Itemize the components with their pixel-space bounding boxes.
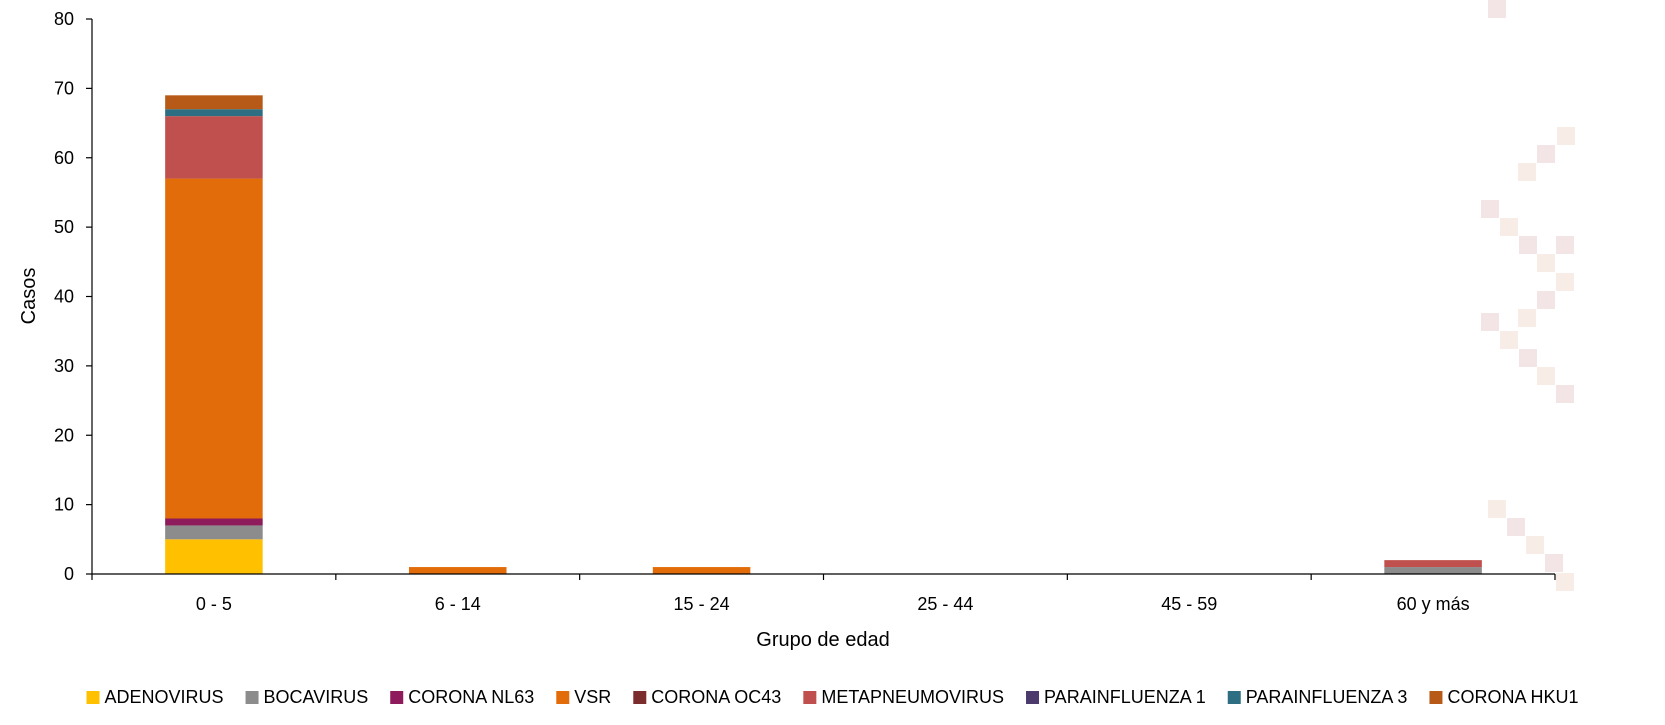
y-axis-title: Casos [18, 268, 40, 325]
background-pattern-cell [1481, 200, 1499, 218]
legend-label: BOCAVIRUS [264, 687, 369, 707]
y-tick-label: 40 [54, 287, 74, 307]
bar-segment [165, 178, 263, 519]
background-pattern-cell [1537, 254, 1555, 272]
background-pattern-cell [1500, 331, 1518, 349]
legend-swatch [633, 691, 647, 704]
legend-swatch [245, 691, 259, 704]
background-decoration [1481, 0, 1575, 591]
legend-label: PARAINFLUENZA 3 [1246, 687, 1408, 707]
legend-item: METAPNEUMOVIRUS [803, 687, 1004, 707]
y-tick-label: 30 [54, 356, 74, 376]
legend-item: PARAINFLUENZA 3 [1227, 687, 1408, 707]
background-pattern-cell [1488, 500, 1506, 518]
legend-label: CORONA OC43 [651, 687, 781, 707]
background-pattern-cell [1537, 367, 1555, 385]
x-ticks: 0 - 5 6 - 14 15 - 24 25 - 44 45 - 59 60 y más [91, 574, 1556, 614]
y-tick-label: 60 [54, 148, 74, 168]
axes-layer [91, 19, 1555, 575]
y-tick-label: 0 [64, 564, 74, 584]
background-pattern-cell [1488, 0, 1506, 18]
bars-layer [165, 95, 1482, 574]
background-pattern-cell [1519, 236, 1537, 254]
legend-item: BOCAVIRUS [245, 687, 369, 707]
background-pattern-cell [1507, 518, 1525, 536]
x-tick-label: 6 - 14 [435, 594, 481, 614]
legend-label: VSR [574, 687, 611, 707]
legend-item: CORONA OC43 [633, 687, 781, 707]
legend-label: PARAINFLUENZA 1 [1044, 687, 1206, 707]
x-axis-title: Grupo de edad [756, 629, 889, 651]
bar-segment [165, 116, 263, 179]
legend-swatch [390, 691, 404, 704]
background-pattern-cell [1537, 291, 1555, 309]
legend-swatch [1026, 691, 1040, 704]
bar-segment [165, 109, 263, 117]
legend-label: CORONA HKU1 [1447, 687, 1578, 707]
bar-segment [165, 518, 263, 526]
background-pattern-cell [1519, 349, 1537, 367]
bar-segment [165, 525, 263, 540]
bar-segment [1384, 567, 1482, 574]
legend-swatch [1227, 691, 1241, 704]
legend-swatch [86, 691, 100, 704]
legend-item: CORONA NL63 [390, 687, 534, 707]
y-tick-label: 70 [54, 78, 74, 98]
background-pattern-cell [1518, 309, 1536, 327]
legend-label: ADENOVIRUS [105, 687, 224, 707]
legend-label: METAPNEUMOVIRUS [821, 687, 1004, 707]
y-tick-label: 80 [54, 9, 74, 29]
background-pattern-cell [1556, 273, 1574, 291]
background-pattern-cell [1500, 218, 1518, 236]
y-tick-label: 50 [54, 217, 74, 237]
background-pattern-cell [1526, 536, 1544, 554]
x-tick-label: 0 - 5 [196, 594, 232, 614]
background-pattern-cell [1556, 236, 1574, 254]
bar-segment [165, 95, 263, 110]
x-tick-label: 45 - 59 [1161, 594, 1217, 614]
legend-label: CORONA NL63 [408, 687, 534, 707]
y-tick-label: 20 [54, 425, 74, 445]
background-pattern-cell [1556, 385, 1574, 403]
background-pattern-cell [1557, 127, 1575, 145]
x-tick-label: 60 y más [1397, 594, 1470, 614]
legend-swatch [1429, 691, 1443, 704]
legend-swatch [556, 691, 570, 704]
bar-segment [652, 567, 751, 574]
bar-segment [165, 539, 263, 574]
y-tick-label: 10 [54, 495, 74, 515]
legend-swatch [803, 691, 817, 704]
legend-item: PARAINFLUENZA 1 [1026, 687, 1206, 707]
x-tick-label: 25 - 44 [917, 594, 973, 614]
background-pattern-cell [1481, 313, 1499, 331]
background-pattern-cell [1518, 163, 1536, 181]
bar-segment [1384, 560, 1482, 568]
background-pattern-cell [1537, 145, 1555, 163]
legend-item: CORONA HKU1 [1429, 687, 1578, 707]
legend-item: ADENOVIRUS [86, 687, 224, 707]
background-pattern-cell [1545, 554, 1563, 572]
legend-item: VSR [556, 687, 611, 707]
legend: ADENOVIRUS BOCAVIRUS CORONA NL63 VSR CORONA … [86, 687, 1578, 707]
y-ticks: 0 10 20 30 40 50 60 70 80 [54, 9, 92, 584]
bar-segment [408, 567, 507, 574]
x-tick-label: 15 - 24 [674, 594, 730, 614]
background-pattern-cell [1556, 573, 1574, 591]
